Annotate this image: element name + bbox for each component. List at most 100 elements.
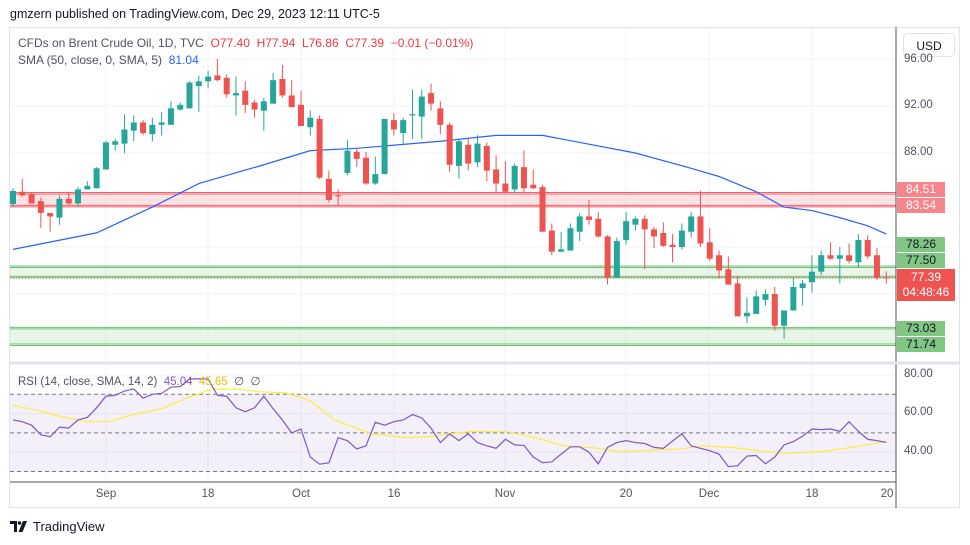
candle-body — [307, 117, 314, 128]
resistance-top-badge: 84.51 — [897, 182, 945, 197]
candle — [65, 191, 72, 205]
candle — [297, 90, 304, 126]
candle-body — [93, 168, 100, 189]
candle-body — [539, 187, 546, 232]
candle — [799, 279, 806, 306]
candle — [725, 256, 732, 285]
candle — [102, 141, 109, 170]
candle — [576, 212, 583, 242]
candle-body — [493, 169, 500, 184]
candle — [548, 223, 555, 256]
low-value: L76.86 — [301, 36, 339, 50]
time-label: Nov — [494, 488, 516, 500]
candle — [186, 81, 193, 109]
support2-top-badge: 73.03 — [897, 321, 945, 336]
candle — [437, 101, 444, 135]
candle — [669, 234, 676, 263]
candle — [660, 222, 667, 247]
candle — [455, 138, 462, 179]
symbol-legend[interactable]: CFDs on Brent Crude Oil, 1D, TVC O77.40 … — [18, 36, 473, 50]
candle-body — [706, 242, 713, 259]
candle-body — [372, 174, 379, 184]
candle — [353, 148, 360, 168]
rsi-extra-1: ∅ — [234, 376, 245, 388]
candle — [47, 212, 54, 232]
candle-body — [223, 77, 230, 95]
time-label: 20 — [619, 488, 633, 500]
candle-body — [297, 104, 304, 126]
candle — [140, 120, 147, 136]
candle — [316, 115, 323, 179]
candle — [325, 170, 332, 203]
rsi-label-40: 40.00 — [904, 445, 933, 457]
tradingview-logo-icon — [10, 521, 27, 532]
tradingview-brand[interactable]: TradingView — [10, 519, 105, 534]
chart-frame — [9, 27, 960, 508]
candle — [121, 114, 128, 153]
candle-body — [725, 269, 732, 285]
rsi-legend[interactable]: RSI (14, close, SMA, 14, 2) 45.04 45.65 … — [18, 374, 261, 388]
candle-body — [251, 102, 258, 110]
candle-body — [808, 271, 815, 283]
candle — [390, 113, 397, 136]
candle — [762, 289, 769, 306]
candle — [771, 286, 778, 331]
candle-body — [335, 195, 342, 197]
candle — [344, 140, 351, 176]
time-label: 18 — [805, 488, 819, 500]
grid-lines — [10, 28, 896, 482]
candle-body — [558, 249, 565, 252]
candle-body — [548, 230, 555, 252]
candle-body — [762, 294, 769, 300]
candle-body — [390, 120, 397, 130]
candle-body — [474, 143, 481, 163]
candle — [75, 187, 82, 208]
currency-button[interactable]: USD — [903, 33, 955, 57]
candle-body — [288, 95, 295, 108]
zones — [10, 192, 896, 347]
candle-body — [363, 157, 370, 184]
candle-body — [688, 216, 695, 232]
candle — [400, 117, 407, 144]
high-value: H77.94 — [256, 36, 296, 50]
rsi-extra-2: ∅ — [250, 376, 261, 388]
candle-body — [316, 118, 323, 178]
candle-body — [511, 165, 518, 190]
candle-body — [84, 185, 91, 190]
rsi-sma-value: 45.65 — [198, 376, 228, 388]
rsi-label: RSI (14, close, SMA, 14, 2) — [18, 376, 158, 388]
sma-line — [12, 134, 887, 250]
candle-body — [864, 239, 871, 257]
candle — [37, 197, 44, 229]
sma-legend[interactable]: SMA (50, close, 0, SMA, 5) 81.04 — [18, 53, 199, 67]
candle-body — [65, 198, 72, 204]
sma-label: SMA (50, close, 0, SMA, 5) — [18, 53, 163, 67]
candle — [808, 255, 815, 293]
candle — [409, 89, 416, 139]
candle-body — [344, 150, 351, 173]
time-label: Sep — [95, 488, 117, 500]
candle — [465, 138, 472, 171]
candle — [363, 151, 370, 185]
support1-bottom-badge: 77.50 — [897, 253, 945, 268]
candle-body — [734, 283, 741, 317]
candle-body — [270, 80, 277, 104]
candle — [530, 169, 537, 190]
candle — [214, 59, 221, 82]
candle — [641, 215, 648, 270]
candle-body — [158, 122, 165, 125]
candle-body — [827, 255, 834, 259]
candle — [883, 271, 890, 284]
candle-body — [697, 216, 704, 244]
candle — [743, 297, 750, 324]
candle-body — [790, 286, 797, 311]
candle — [511, 163, 518, 193]
candle — [818, 250, 825, 276]
candle — [753, 290, 760, 314]
candle — [567, 223, 574, 251]
resistance-bottom-badge: 83.54 — [897, 198, 945, 213]
candle — [260, 97, 267, 131]
sma-value: 81.04 — [168, 53, 199, 67]
bar-countdown: 04:48:46 — [902, 285, 950, 299]
